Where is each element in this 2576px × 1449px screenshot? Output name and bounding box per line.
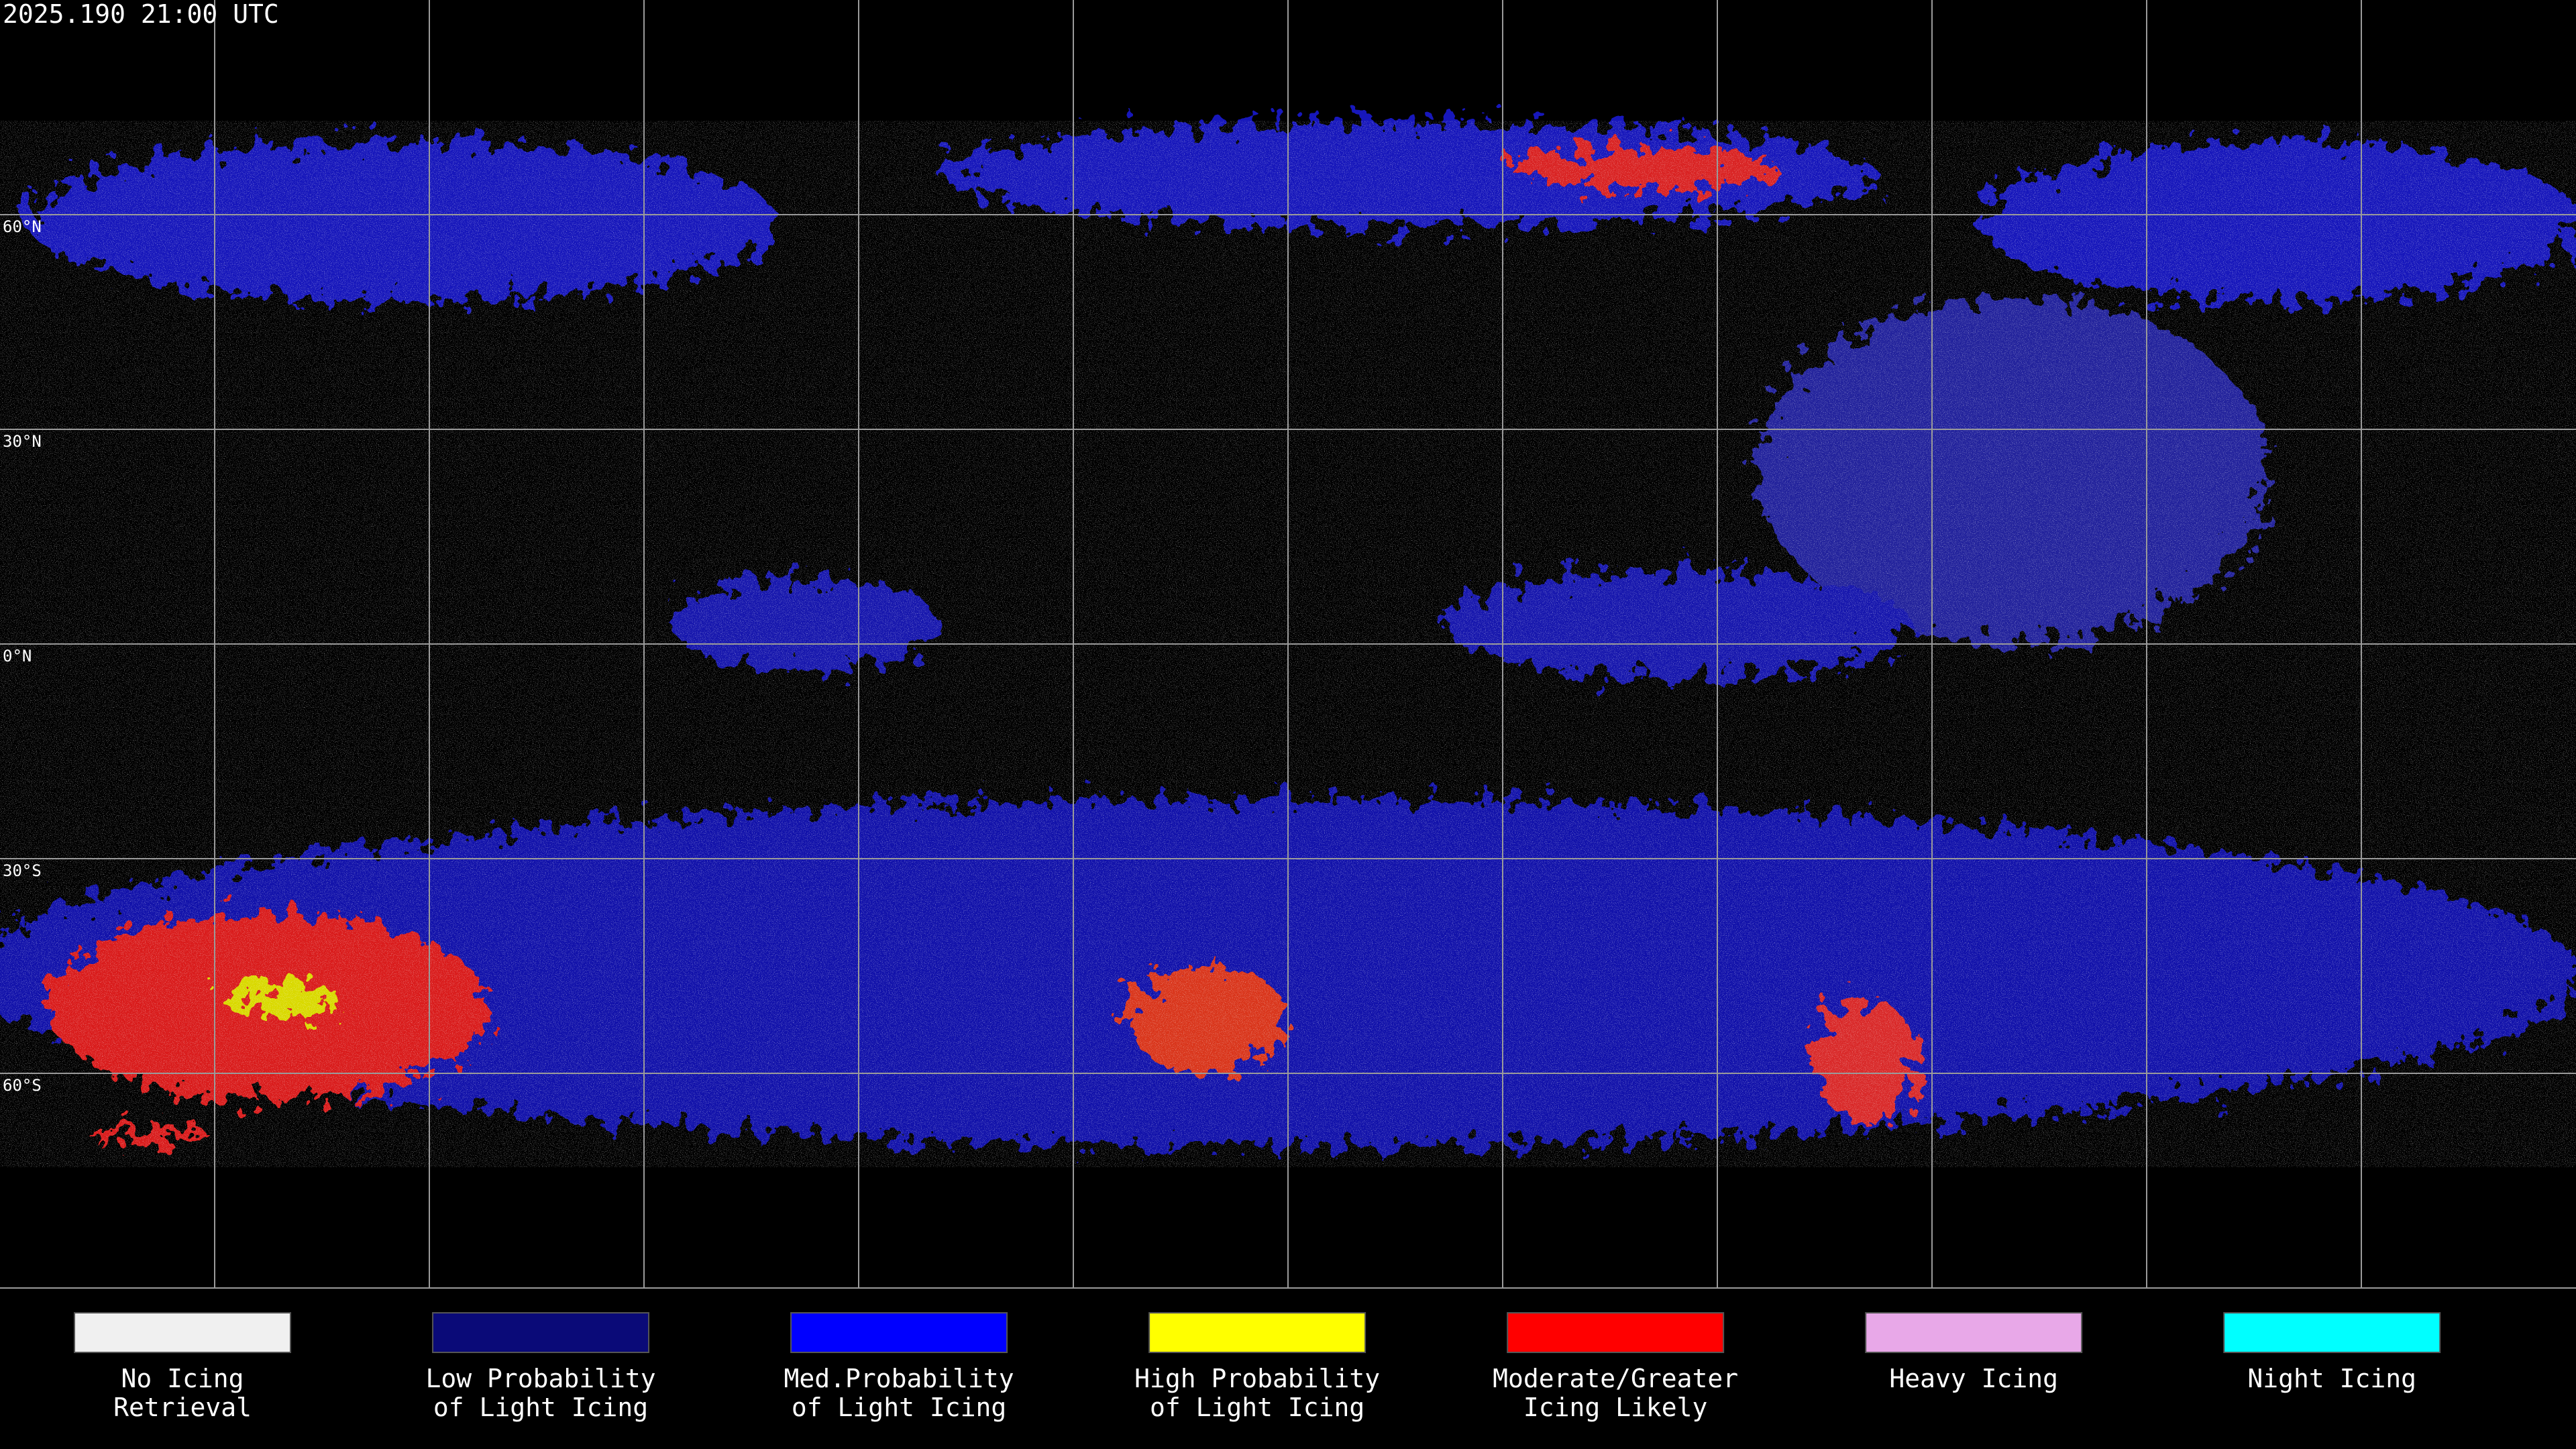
legend-swatch <box>74 1312 292 1353</box>
legend-label: Heavy Icing <box>1889 1364 2058 1393</box>
legend-swatch <box>1865 1312 2083 1353</box>
legend-label: Med.Probability <box>784 1364 1014 1393</box>
lat-label: 60°S <box>3 1076 42 1095</box>
lat-label: 60°N <box>3 217 42 236</box>
legend-swatch <box>432 1312 650 1353</box>
legend-swatch <box>2223 1312 2441 1353</box>
legend-label: of Light Icing <box>792 1393 1006 1422</box>
timestamp: 2025.190 21:00 UTC <box>3 0 279 29</box>
legend-swatch <box>790 1312 1008 1353</box>
lat-labels: 60°N 30°N 0°N 30°S 60°S <box>3 217 42 1095</box>
lat-label: 0°N <box>3 647 32 665</box>
graticule <box>0 0 2576 1289</box>
legend-label: Night Icing <box>2247 1364 2416 1393</box>
legend-swatch <box>1148 1312 1366 1353</box>
legend-item: Heavy Icing <box>1865 1312 2083 1393</box>
legend-label: Low Probability <box>425 1364 655 1393</box>
legend-label: Icing Likely <box>1523 1393 1708 1422</box>
legend-label: No Icing <box>121 1364 244 1393</box>
legend-label: Moderate/Greater <box>1493 1364 1738 1393</box>
legend-label: of Light Icing <box>1150 1393 1364 1422</box>
lat-label: 30°N <box>3 432 42 451</box>
lat-label: 30°S <box>3 861 42 880</box>
legend-label: of Light Icing <box>433 1393 648 1422</box>
legend-label: Retrieval <box>113 1393 252 1422</box>
legend-item: Night Icing <box>2223 1312 2441 1393</box>
legend-label: High Probability <box>1134 1364 1380 1393</box>
legend-swatch <box>1507 1312 1725 1353</box>
